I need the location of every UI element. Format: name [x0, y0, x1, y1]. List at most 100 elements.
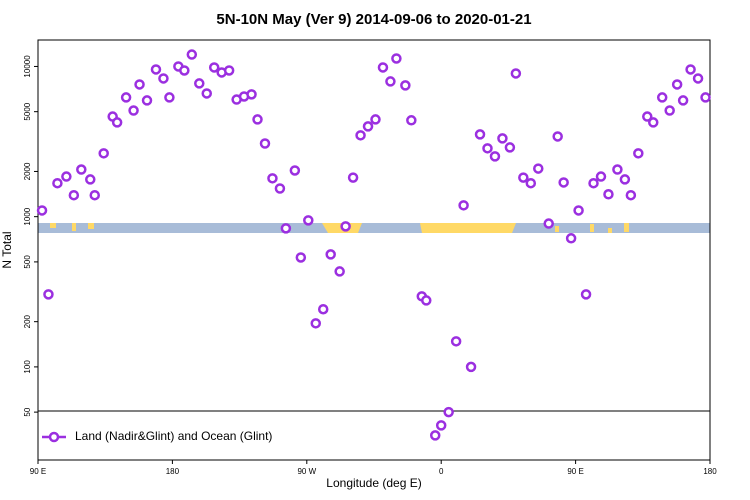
point — [552, 131, 563, 142]
point — [518, 172, 529, 183]
point — [489, 151, 501, 162]
point — [52, 177, 63, 189]
point — [595, 171, 607, 182]
legend: Land (Nadir&Glint) and Ocean (Glint) — [42, 429, 272, 443]
plot-frame — [37, 39, 711, 461]
point — [685, 64, 696, 75]
point — [391, 53, 402, 64]
point — [458, 200, 469, 211]
point — [429, 430, 441, 441]
point — [619, 174, 631, 185]
land-patches — [50, 223, 629, 233]
point — [317, 303, 329, 315]
point — [274, 183, 286, 194]
point — [443, 406, 454, 418]
point — [141, 95, 153, 106]
point — [43, 289, 54, 300]
point — [128, 105, 139, 116]
point — [355, 130, 366, 141]
point — [421, 295, 432, 306]
point — [362, 121, 374, 132]
point — [303, 215, 314, 226]
point — [158, 73, 169, 84]
x-tick-label: 90 E — [30, 467, 46, 476]
chart-title: 5N-10N May (Ver 9) 2014-09-06 to 2020-01… — [216, 11, 531, 28]
point — [347, 172, 359, 183]
point — [208, 62, 220, 73]
legend-marker — [48, 431, 60, 443]
point — [111, 117, 123, 128]
x-tick-label: 90 E — [567, 467, 583, 476]
point — [435, 420, 447, 431]
x-tick-label: 90 W — [297, 467, 316, 476]
point — [280, 223, 292, 234]
point — [642, 111, 653, 122]
point — [120, 92, 132, 103]
point — [692, 73, 704, 84]
point — [85, 174, 96, 185]
point — [36, 205, 48, 216]
point — [510, 68, 522, 79]
point — [671, 79, 683, 90]
point — [89, 189, 100, 201]
point — [497, 133, 508, 144]
point — [400, 80, 411, 91]
point — [370, 114, 381, 125]
point — [325, 249, 336, 260]
point — [648, 117, 659, 128]
point — [588, 177, 599, 189]
point — [482, 143, 493, 154]
point — [474, 129, 486, 140]
x-tick-label: 180 — [703, 467, 717, 476]
point — [573, 205, 584, 216]
point — [98, 148, 109, 159]
point — [295, 252, 307, 263]
point — [179, 65, 190, 76]
ocean-band — [38, 223, 710, 233]
point — [377, 62, 389, 73]
x-tick-label: 180 — [166, 467, 180, 476]
land-band — [38, 223, 710, 233]
point — [625, 189, 637, 201]
point — [246, 89, 257, 100]
y-axis-label: N Total — [0, 231, 14, 268]
point — [289, 165, 301, 176]
point — [700, 92, 711, 103]
point — [406, 115, 417, 126]
y-tick-label: 500 — [23, 255, 32, 269]
point — [186, 49, 198, 60]
point — [533, 163, 544, 174]
x-axis-label: Longitude (deg E) — [326, 476, 421, 490]
point — [194, 78, 205, 89]
y-tick-label: 2000 — [23, 162, 32, 180]
point — [465, 361, 477, 373]
legend-label: Land (Nadir&Glint) and Ocean (Glint) — [75, 429, 272, 443]
point — [201, 88, 212, 99]
point — [385, 76, 396, 87]
y-tick-label: 10000 — [23, 55, 32, 78]
point — [543, 218, 554, 229]
point — [267, 173, 278, 184]
point — [525, 177, 537, 189]
point — [76, 164, 87, 175]
point — [68, 189, 80, 201]
point — [558, 177, 569, 188]
point — [340, 221, 351, 232]
y-tick-label: 5000 — [23, 102, 32, 120]
point — [612, 164, 623, 175]
point — [61, 171, 72, 182]
point — [656, 92, 668, 103]
y-tick-label: 50 — [23, 407, 32, 416]
x-tick-label: 0 — [439, 467, 444, 476]
point — [677, 95, 689, 106]
point — [150, 64, 162, 75]
point — [565, 233, 577, 244]
point — [164, 92, 175, 103]
point — [334, 266, 345, 277]
point — [580, 289, 592, 300]
point — [603, 189, 614, 200]
point — [310, 318, 322, 329]
point — [664, 105, 675, 116]
point — [633, 148, 644, 159]
